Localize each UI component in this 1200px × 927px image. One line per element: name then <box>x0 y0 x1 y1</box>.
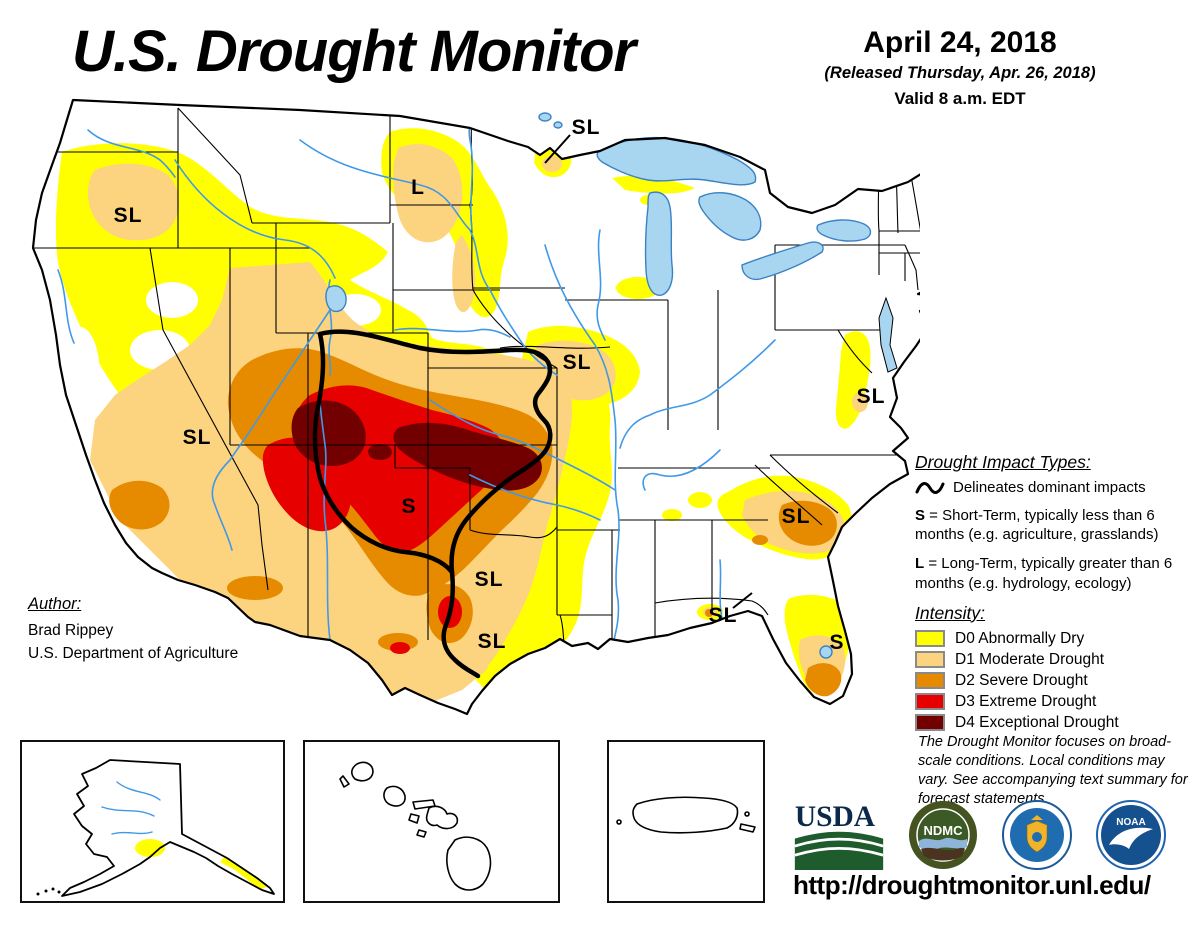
impact-boundary-line <box>312 329 553 679</box>
department-of-commerce-logo <box>1002 800 1072 870</box>
noaa-logo-text: NOAA <box>1116 817 1145 828</box>
author-organization: U.S. Department of Agriculture <box>28 645 239 662</box>
d4-swatch <box>915 714 945 732</box>
map-label-arizona-new-mexico: SL <box>182 426 212 449</box>
d1-label: D1 Moderate Drought <box>955 650 1105 668</box>
legend-panel: Drought Impact Types: Delineates dominan… <box>915 452 1197 735</box>
d2-label: D2 Severe Drought <box>955 671 1088 689</box>
usda-logo: USDA <box>794 801 884 870</box>
d0-label: D0 Abnormally Dry <box>955 629 1085 647</box>
great-lakes <box>325 112 898 659</box>
aleutian-islands <box>36 887 61 896</box>
d3-label: D3 Extreme Drought <box>955 692 1097 710</box>
alaska-inset-map <box>20 740 285 903</box>
valid-time: Valid 8 a.m. EDT <box>894 89 1026 108</box>
long-term-prefix: L <box>915 555 925 573</box>
intensity-legend: Intensity: D0 Abnormally Dry D1 Moderate… <box>915 603 1197 732</box>
impact-short-term-text: S = Short-Term, typically less than 6 mo… <box>915 506 1197 544</box>
legend-row-d4: D4 Exceptional Drought <box>915 714 1197 732</box>
hawaii-map-svg <box>339 761 492 891</box>
map-label-south-florida: S <box>829 631 845 654</box>
rivers <box>57 114 776 649</box>
puerto-rico-inset-map <box>607 740 765 903</box>
map-label-georgia-south-carolina: SL <box>781 505 811 528</box>
d4-layer <box>291 400 542 491</box>
d4-label: D4 Exceptional Drought <box>955 713 1119 731</box>
impact-long-term-text: L = Long-Term, typically greater than 6 … <box>915 554 1197 592</box>
d3-swatch <box>915 693 945 711</box>
map-label-virginia: SL <box>856 385 886 408</box>
alaska-rivers <box>101 781 161 835</box>
map-label-north-dakota: L <box>411 176 425 199</box>
legend-row-d3: D3 Extreme Drought <box>915 693 1197 711</box>
impact-types-title: Drought Impact Types: <box>915 452 1091 472</box>
d2-swatch <box>915 672 945 690</box>
ndmc-logo: NDMC <box>909 801 977 869</box>
agency-logos-row: USDA NDMC NOAA <box>793 798 1167 872</box>
legend-row-d2: D2 Severe Drought <box>915 672 1197 690</box>
legend-row-d1: D1 Moderate Drought <box>915 651 1197 669</box>
usda-logo-text: USDA <box>795 801 876 833</box>
impact-delineates-row: Delineates dominant impacts <box>915 479 1197 496</box>
impact-delineates-label: Delineates dominant impacts <box>953 479 1146 496</box>
map-label-eastern-oregon: SL <box>113 204 143 227</box>
ndmc-logo-text: NDMC <box>924 823 964 838</box>
hawaii-inset-map <box>303 740 560 903</box>
long-term-body: = Long-Term, typically greater than 6 mo… <box>915 555 1173 592</box>
map-label-oklahoma-texas-panhandle: S <box>401 495 417 518</box>
short-term-prefix: S <box>915 507 926 524</box>
conus-map-svg <box>31 98 1000 716</box>
us-outline <box>31 98 1000 716</box>
author-block: Author: Brad Rippey U.S. Department of A… <box>28 592 238 665</box>
website-url: http://droughtmonitor.unl.edu/ <box>793 870 1151 900</box>
released-date: (Released Thursday, Apr. 26, 2018) <box>824 64 1096 82</box>
alaska-map-svg <box>36 759 275 897</box>
map-label-central-texas: SL <box>474 568 504 591</box>
author-heading: Author: <box>28 595 82 613</box>
intensity-title: Intensity: <box>915 602 986 623</box>
map-label-missouri-iowa: SL <box>562 351 592 374</box>
noaa-logo: NOAA <box>1096 800 1166 870</box>
squiggle-line-icon <box>915 481 945 494</box>
short-term-body: = Short-Term, typically less than 6 mont… <box>915 507 1159 544</box>
puerto-rico-map-svg <box>616 796 756 834</box>
page-title: U.S. Drought Monitor <box>72 19 636 84</box>
map-label-south-texas: SL <box>477 630 507 653</box>
label-pointer-lines <box>544 134 753 609</box>
map-date: April 24, 2018 <box>863 26 1057 59</box>
legend-row-d0: D0 Abnormally Dry <box>915 630 1197 648</box>
map-label-florida-panhandle: SL <box>708 604 738 627</box>
d1-swatch <box>915 651 945 669</box>
map-label-northern-minnesota: SL <box>571 116 601 139</box>
author-name: Brad Rippey <box>28 621 114 639</box>
date-block: April 24, 2018 (Released Thursday, Apr. … <box>800 26 1120 109</box>
conus-drought-map: SL L SL SL SL SL S SL SL SL SL S <box>0 85 1000 740</box>
d0-swatch <box>915 630 945 648</box>
